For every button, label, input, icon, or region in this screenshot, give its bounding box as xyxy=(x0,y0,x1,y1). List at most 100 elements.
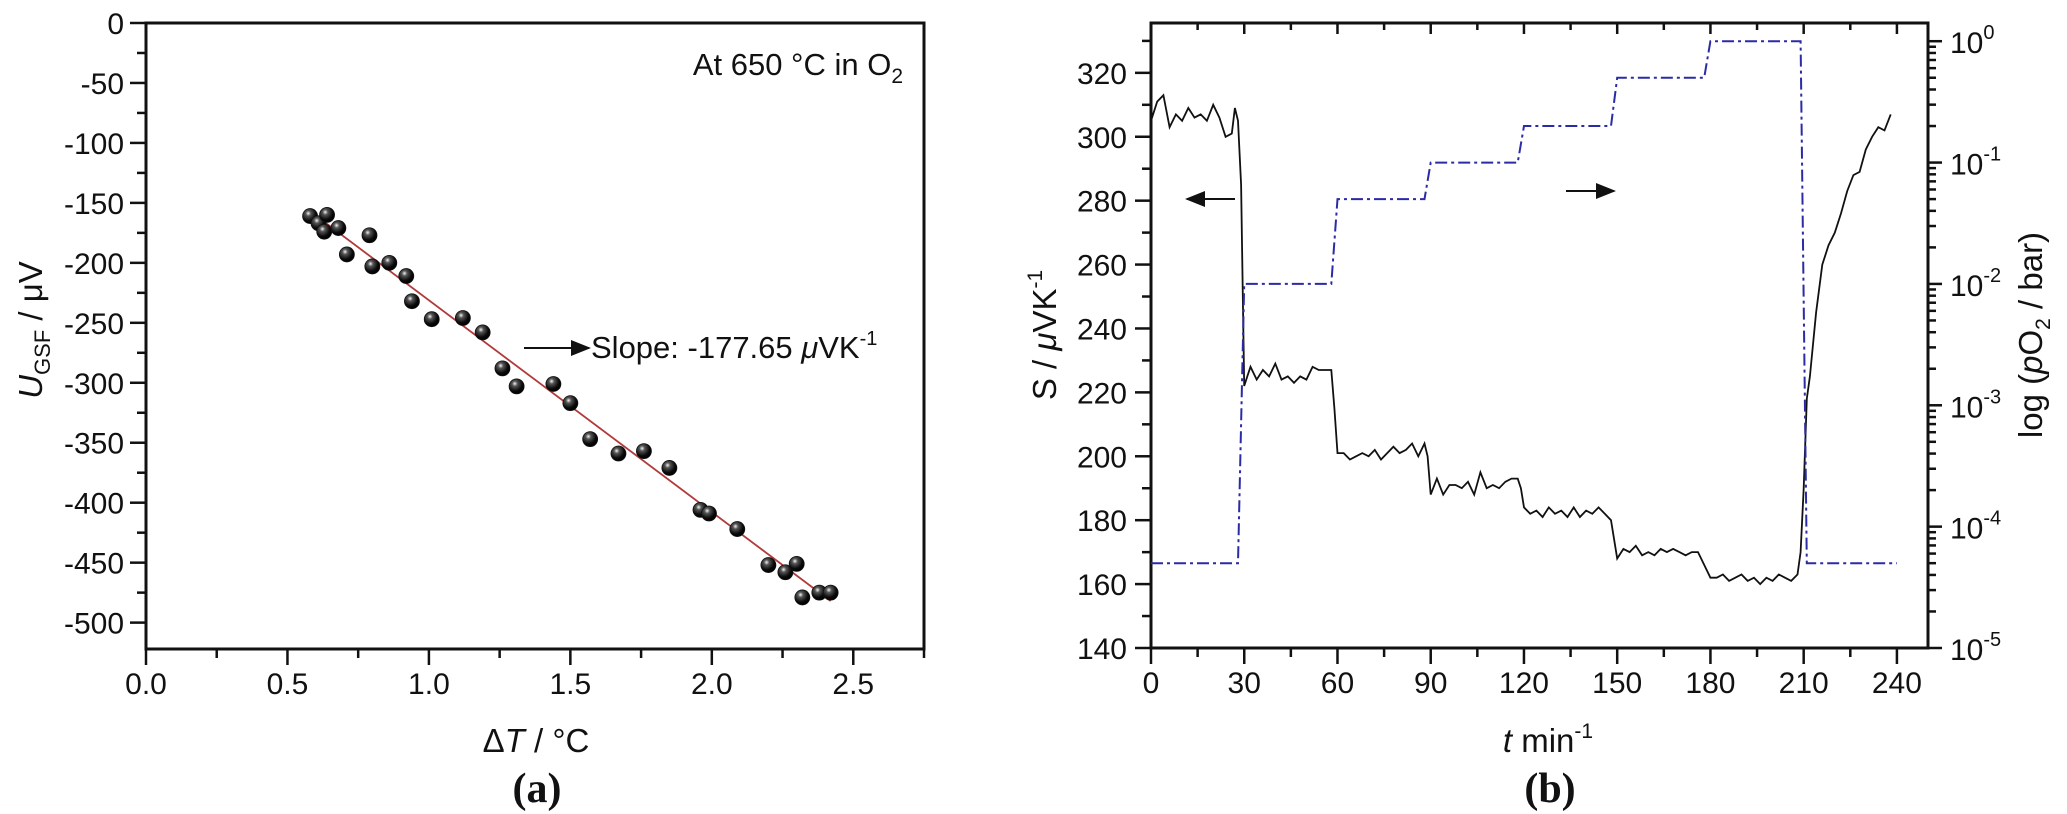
data-point xyxy=(454,310,471,326)
data-point xyxy=(508,378,525,395)
data-point xyxy=(338,246,355,263)
t-tick-label: 240 xyxy=(1872,667,1922,700)
data-point xyxy=(361,227,378,244)
s-tick-label: 160 xyxy=(1077,569,1127,602)
s-tick-label: 320 xyxy=(1077,58,1127,91)
panel-a-ticks: 0 -50 -100 -150 -200 -250 -300 -350 -400 -450 -500… xyxy=(64,8,926,701)
log-tick-base: 10 xyxy=(1950,391,1983,424)
data-point xyxy=(319,206,335,223)
data-point xyxy=(701,505,717,522)
t-tick-label: 150 xyxy=(1592,667,1642,700)
log-tick-label: 10-2 xyxy=(1950,265,2001,303)
panel-b-marks xyxy=(1150,40,1897,586)
data-point xyxy=(760,557,777,573)
data-point xyxy=(777,564,794,581)
data-point xyxy=(364,258,381,275)
y-tick-label: -400 xyxy=(64,488,124,521)
t-tick-label: 30 xyxy=(1228,667,1261,700)
data-point xyxy=(636,443,652,460)
panel-a-plot-frame xyxy=(144,21,926,651)
log-tick-exponent: -1 xyxy=(1983,144,2001,166)
slope-label: Slope: -177.65 μVK-1 xyxy=(591,328,877,365)
data-point xyxy=(330,220,347,236)
log-tick-label: 10-1 xyxy=(1950,144,2001,182)
data-point xyxy=(423,311,440,328)
s-tick-label: 240 xyxy=(1077,313,1127,346)
data-point xyxy=(545,376,562,392)
data-point xyxy=(661,460,678,476)
y-tick-label: -500 xyxy=(64,608,124,641)
panel-a-x-axis-label: ΔT / °C xyxy=(483,722,590,759)
log-tick-base: 10 xyxy=(1950,270,1983,303)
s-tick-label: 220 xyxy=(1077,377,1127,410)
y-tick-label: -150 xyxy=(64,188,124,221)
y-tick-label: -100 xyxy=(64,128,124,161)
s-tick-label: 140 xyxy=(1077,633,1127,666)
data-point xyxy=(474,324,491,341)
po2-line xyxy=(1151,40,1897,565)
t-tick-label: 210 xyxy=(1779,667,1829,700)
y-tick-label: -250 xyxy=(64,308,124,341)
x-tick-label: 2.0 xyxy=(691,668,733,701)
s-tick-label: 200 xyxy=(1077,441,1127,474)
data-point xyxy=(610,445,627,462)
log-tick-base: 10 xyxy=(1950,634,1983,667)
panel-b-y-axis-label: S / μVK-1 xyxy=(1024,270,1063,400)
data-point xyxy=(398,268,415,284)
log-tick-exponent: -2 xyxy=(1983,265,2001,287)
log-tick-base: 10 xyxy=(1950,27,1983,60)
data-point xyxy=(788,555,805,572)
log-tick-exponent: -5 xyxy=(1983,629,2001,651)
log-tick-label: 10-5 xyxy=(1950,629,2001,667)
x-tick-label: 2.5 xyxy=(832,668,874,701)
t-tick-label: 0 xyxy=(1143,667,1160,700)
t-tick-label: 60 xyxy=(1321,667,1354,700)
panel-a-marks xyxy=(302,206,839,606)
s-tick-label: 300 xyxy=(1077,122,1127,155)
s-tick-label: 260 xyxy=(1077,250,1127,283)
data-point xyxy=(729,521,746,537)
log-tick-label: 10-4 xyxy=(1950,508,2001,546)
y-tick-label: -200 xyxy=(64,248,124,281)
x-tick-label: 1.5 xyxy=(550,668,592,701)
log-tick-base: 10 xyxy=(1950,513,1983,546)
log-tick-base: 10 xyxy=(1950,149,1983,182)
seebeck-line xyxy=(1150,93,1892,586)
panel-a: 0 -50 -100 -150 -200 -250 -300 -350 -400 -450 -500… xyxy=(12,8,926,812)
log-tick-exponent: -3 xyxy=(1983,386,2001,408)
data-point xyxy=(404,293,420,310)
y-tick-label: -50 xyxy=(81,68,124,101)
data-point xyxy=(316,223,333,240)
y-tick-label: -450 xyxy=(64,548,124,581)
panel-b-x-axis-label: t min-1 xyxy=(1503,720,1593,759)
panel-b-plot-frame xyxy=(1149,21,1930,650)
s-tick-label: 280 xyxy=(1077,186,1127,219)
data-point xyxy=(381,254,398,271)
y-tick-label: -300 xyxy=(64,368,124,401)
data-point xyxy=(582,431,599,448)
y-tick-label: -350 xyxy=(64,428,124,461)
panel-a-y-axis-label: UGSF / μV xyxy=(12,261,55,399)
t-tick-label: 120 xyxy=(1499,667,1549,700)
panel-b-ticks: 140 160 180 200 220 240 260 280 300 320 0 30 60 90 120… xyxy=(1077,22,2001,700)
t-tick-label: 90 xyxy=(1414,667,1447,700)
log-tick-exponent: -4 xyxy=(1983,508,2001,530)
panel-b-caption: (b) xyxy=(1524,766,1575,812)
data-point xyxy=(494,360,511,377)
panel-b: 140 160 180 200 220 240 260 280 300 320 0 30 60 90 120… xyxy=(1024,21,2055,812)
x-tick-label: 0.5 xyxy=(267,668,309,701)
log-tick-exponent: 0 xyxy=(1983,22,1994,44)
panel-b-right-axis-label: log (pO2 / bar) xyxy=(2012,232,2055,438)
data-point xyxy=(822,584,839,601)
data-point xyxy=(562,395,579,412)
panel-a-caption: (a) xyxy=(513,766,562,812)
data-point xyxy=(794,589,811,606)
s-tick-label: 180 xyxy=(1077,505,1127,538)
log-tick-label: 100 xyxy=(1950,22,1995,60)
panel-a-annotation: At 650 °C in O2 xyxy=(693,47,903,88)
log-tick-label: 10-3 xyxy=(1950,386,2001,424)
x-tick-label: 1.0 xyxy=(408,668,450,701)
x-tick-label: 0.0 xyxy=(125,668,167,701)
y-tick-label: 0 xyxy=(107,8,124,41)
